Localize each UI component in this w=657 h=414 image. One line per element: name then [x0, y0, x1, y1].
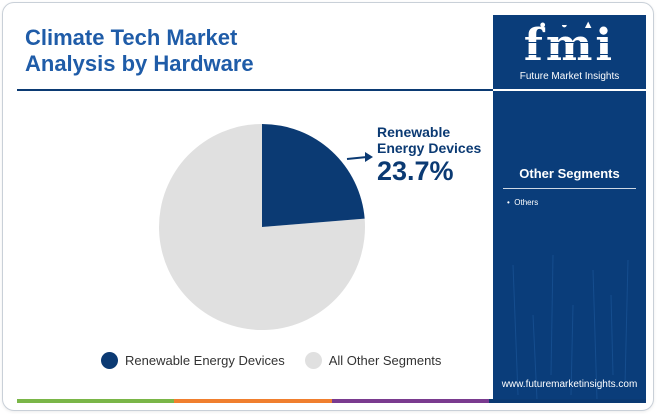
legend-label-renewable: Renewable Energy Devices — [125, 353, 285, 368]
sidebar-divider-top — [493, 89, 646, 91]
callout-label-line-1: Renewable — [377, 124, 451, 140]
fmi-logo: fmi Future Market Insights — [493, 21, 646, 82]
bottom-color-bar — [17, 399, 646, 403]
legend-label-other: All Other Segments — [328, 353, 442, 368]
bottom-bar-purple — [331, 399, 489, 403]
logo-text: fmi — [493, 21, 646, 71]
callout-value: 23.7% — [377, 156, 454, 186]
chart-title: Climate Tech Market Analysis by Hardware — [25, 25, 254, 77]
website-url[interactable]: www.futuremarketinsights.com — [501, 379, 638, 390]
bottom-bar-green — [17, 399, 175, 403]
chart-line-icon: ● ◒ ▲ — [539, 19, 600, 31]
arrow-right-icon — [365, 152, 373, 162]
bottom-bar-navy — [488, 399, 646, 403]
sidebar-divider — [503, 188, 636, 189]
legend: Renewable Energy Devices All Other Segme… — [101, 352, 461, 369]
title-divider — [17, 89, 493, 91]
legend-swatch-other — [304, 352, 322, 369]
legend-swatch-renewable — [101, 352, 118, 369]
callout: Renewable Energy Devices 23.7% — [377, 124, 481, 186]
other-segments-title: Other Segments — [519, 166, 620, 181]
title-line-1: Climate Tech Market — [25, 25, 238, 50]
callout-label-line-2: Energy Devices — [377, 140, 482, 156]
pie-slice-renewable-energy-devices — [262, 124, 365, 227]
bottom-bar-orange — [174, 399, 332, 403]
sidebar: ● ◒ ▲ fmi Future Market Insights Other S… — [493, 15, 646, 400]
pie-chart — [158, 124, 373, 330]
sidebar-texture — [512, 254, 629, 400]
segment-item: • Others — [507, 198, 539, 207]
callout-arrow-line — [346, 156, 368, 160]
logo-subtitle: Future Market Insights — [519, 71, 620, 82]
title-line-2: Analysis by Hardware — [25, 51, 254, 76]
segment-item-label: Others — [514, 198, 539, 207]
